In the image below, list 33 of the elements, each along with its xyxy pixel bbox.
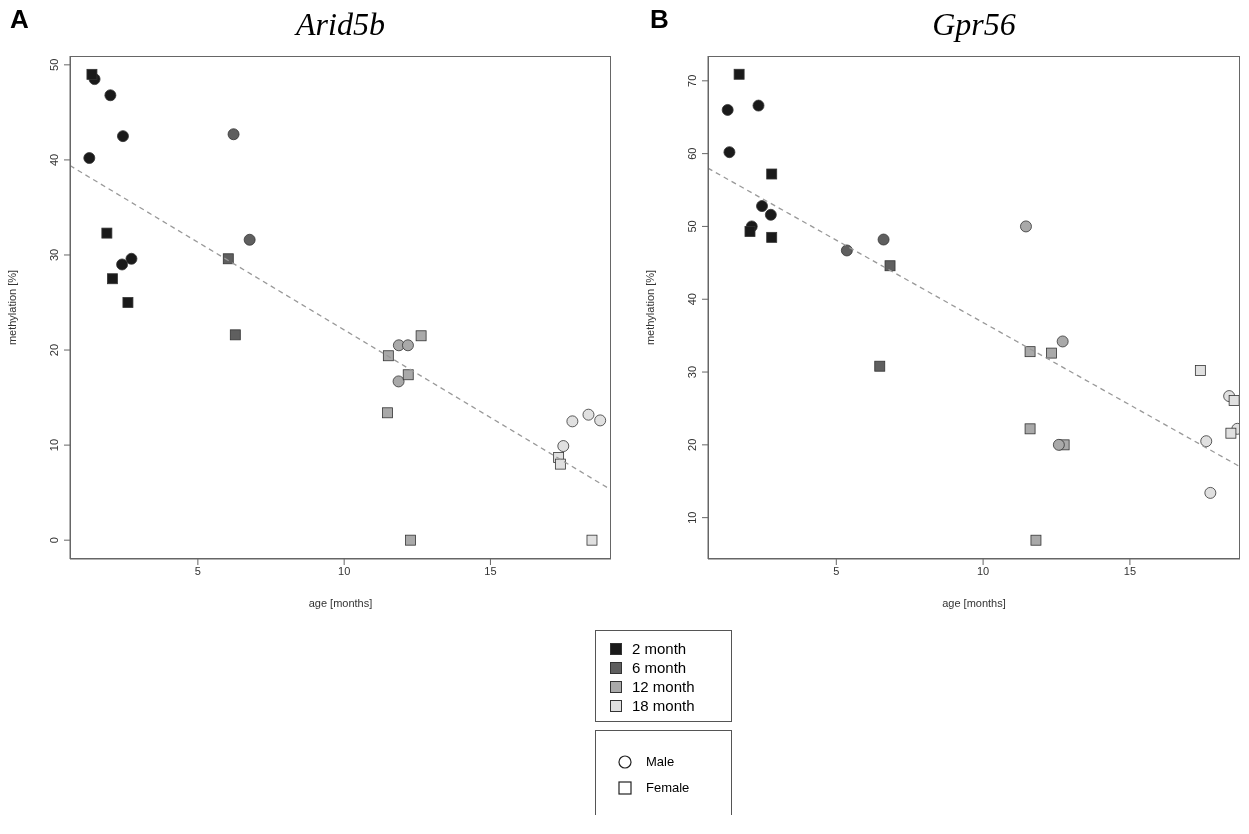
x-tick-label: 10 xyxy=(976,564,990,577)
y-tick-label: 0 xyxy=(48,537,60,544)
y-tick-label: 20 xyxy=(686,438,698,451)
chart-title: Gpr56 xyxy=(931,6,1017,43)
x-tick-label: 5 xyxy=(833,564,840,577)
y-tick-label: 30 xyxy=(686,365,698,379)
y-tick-label: 40 xyxy=(48,153,60,167)
legend-label: 2 month xyxy=(632,639,687,658)
y-tick-label: 40 xyxy=(686,293,698,306)
x-tick-label: 5 xyxy=(194,564,201,577)
y-tick-label: 10 xyxy=(686,511,698,524)
y-axis-title: methylation [%] xyxy=(643,269,656,346)
y-tick-label: 30 xyxy=(48,248,60,262)
legend-label: 12 month xyxy=(632,677,695,696)
y-tick-label: 50 xyxy=(48,58,60,71)
text: Female xyxy=(646,779,690,797)
x-tick-label: 15 xyxy=(484,564,497,577)
y-tick-label: 50 xyxy=(686,220,698,233)
x-tick-label: 15 xyxy=(1123,564,1137,577)
legend-label: 6 month xyxy=(632,658,687,677)
y-tick-label: 20 xyxy=(48,343,60,357)
y-axis-title: methylation [%] xyxy=(5,269,18,346)
text: B xyxy=(650,4,669,35)
legend-label: 18 month xyxy=(632,696,695,715)
x-tick-label: 10 xyxy=(338,564,351,577)
x-axis-title: age [months] xyxy=(308,597,373,609)
x-axis-title: age [months] xyxy=(942,597,1006,609)
text: A xyxy=(10,4,29,35)
y-tick-label: 70 xyxy=(686,74,698,87)
text: Male xyxy=(646,753,675,771)
y-tick-label: 60 xyxy=(686,147,698,160)
y-tick-label: 10 xyxy=(48,438,60,452)
chart-title: Arid5b xyxy=(293,6,386,43)
